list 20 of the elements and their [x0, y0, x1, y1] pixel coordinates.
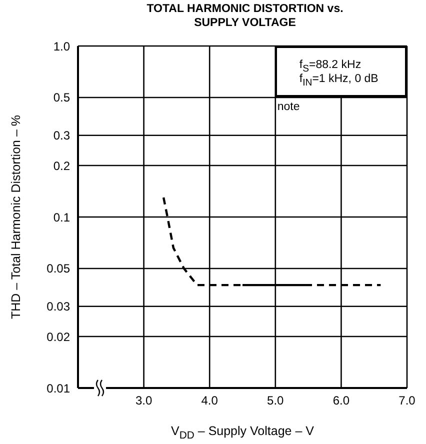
y-axis-title: THD – Total Harmonic Distortion – % [9, 114, 23, 320]
x-tick-label: 5.0 [267, 394, 284, 408]
x-tick-label: 4.0 [201, 394, 218, 408]
annotation: f$_{S}$=88.2 kHz [299, 59, 362, 74]
x-tick-label: 3.0 [135, 394, 152, 408]
y-tick-label: 0.2 [53, 158, 70, 173]
annotation: f$_{IN}$=1 kHz, 0 dB [299, 72, 378, 90]
annotation: note [277, 100, 300, 114]
y-tick-label: 0.1 [53, 210, 70, 224]
y-tick-label: 0.03 [46, 300, 70, 314]
y-tick-label: 0.02 [46, 330, 70, 344]
y-tick-label: 0.5 [53, 90, 70, 105]
y-tick-label: 0.05 [46, 262, 70, 276]
x-tick-label: 7.0 [398, 394, 416, 408]
y-tick-label: 0.3 [53, 128, 70, 143]
y-tick-label: 1.0 [53, 39, 70, 54]
x-tick-label: 6.0 [332, 394, 350, 408]
chart-title: TOTAL HARMONIC DISTORTION vs. SUPPLY VOLTAGE [146, 2, 344, 30]
x-axis-title: V$_{DD}$ – Supply Voltage – V [170, 424, 315, 442]
y-tick-label: 0.01 [46, 381, 70, 396]
